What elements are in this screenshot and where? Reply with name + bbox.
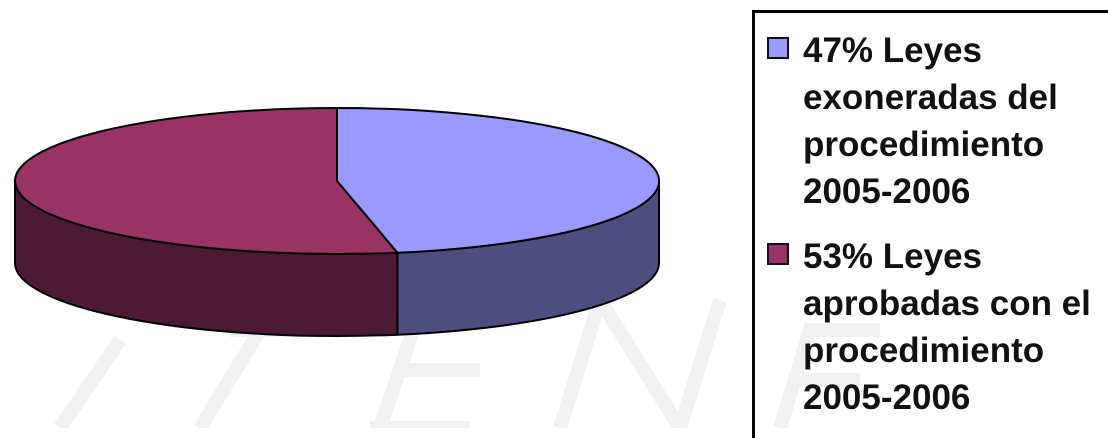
legend: 47% Leyes exoneradas del procedimiento 2… xyxy=(752,10,1108,438)
legend-label-aprobadas: 53% Leyes aprobadas con el procedimiento… xyxy=(803,237,1091,417)
legend-item: 53% Leyes aprobadas con el procedimiento… xyxy=(767,233,1108,421)
pie-chart xyxy=(14,107,661,338)
legend-swatch-aprobadas xyxy=(767,243,789,265)
legend-item: 47% Leyes exoneradas del procedimiento 2… xyxy=(767,27,1108,215)
pie-slice-aprobadas xyxy=(14,107,399,255)
pie-slice-exoneradas xyxy=(336,107,661,254)
legend-label-exoneradas: 47% Leyes exoneradas del procedimiento 2… xyxy=(803,31,1058,211)
legend-swatch-exoneradas xyxy=(767,37,789,59)
